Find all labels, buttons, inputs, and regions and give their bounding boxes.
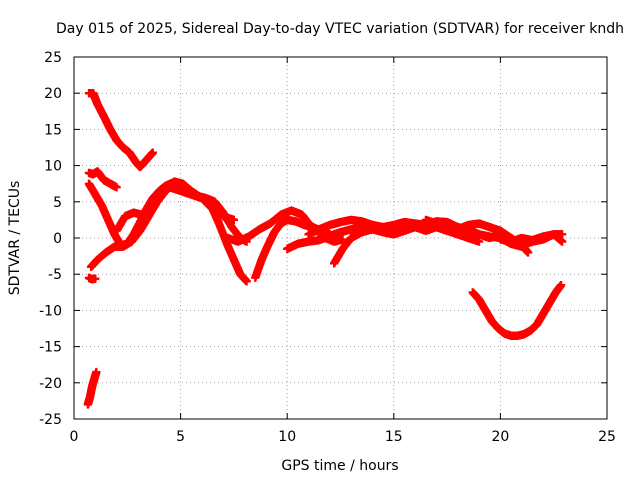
y-tick-label: 15: [44, 122, 62, 138]
series-arc-8: [251, 215, 334, 282]
x-tick-label: 25: [598, 429, 616, 445]
y-tick-label: -10: [39, 303, 62, 319]
data-point: [112, 183, 121, 192]
series-arc-13: [421, 215, 484, 246]
y-tick-label: -25: [39, 412, 62, 428]
plot-frame: [73, 56, 608, 420]
data-point: [558, 230, 567, 239]
series-arc-15: [496, 230, 567, 246]
data-point: [229, 215, 238, 224]
data-point: [474, 237, 484, 246]
x-tick-label: 20: [491, 429, 509, 445]
x-tick-label: 15: [385, 429, 403, 445]
y-tick-label: -20: [39, 376, 62, 392]
data-point: [558, 237, 567, 246]
data-point: [242, 277, 251, 286]
data-point: [91, 274, 100, 283]
data-point: [338, 235, 347, 244]
y-tick-label: -15: [39, 340, 62, 356]
series-arc-2: [84, 167, 121, 192]
x-tick-label: 0: [70, 429, 79, 445]
x-axis-label: GPS time / hours: [281, 458, 398, 474]
y-tick-label: 5: [53, 195, 62, 211]
chart-title: Day 015 of 2025, Sidereal Day-to-day VTE…: [56, 21, 624, 37]
grid-lines: [74, 57, 607, 419]
data-point: [524, 248, 533, 257]
y-tick-label: 25: [44, 50, 62, 66]
y-axis-label: SDTVAR / TECUs: [7, 181, 23, 296]
y-tick-label: 10: [44, 159, 62, 175]
axis-ticks: 0 5 10 15 20 25 -25 -20 -15 -10 -5 0 5 10 15 20 25: [39, 50, 616, 445]
x-tick-label: 10: [278, 429, 296, 445]
series-arc-1: [84, 89, 157, 172]
data-point: [148, 148, 157, 157]
series-arc-3: [84, 273, 100, 284]
series-arc-4: [83, 367, 101, 409]
data-point: [557, 280, 566, 290]
data-point: [92, 367, 101, 377]
series-arc-14: [468, 280, 566, 340]
y-tick-label: 20: [44, 86, 62, 102]
series-arc-7: [112, 183, 238, 235]
y-tick-label: -5: [48, 267, 62, 283]
x-tick-label: 5: [176, 429, 185, 445]
data-series: [83, 89, 567, 409]
y-tick-label: 0: [53, 231, 62, 247]
